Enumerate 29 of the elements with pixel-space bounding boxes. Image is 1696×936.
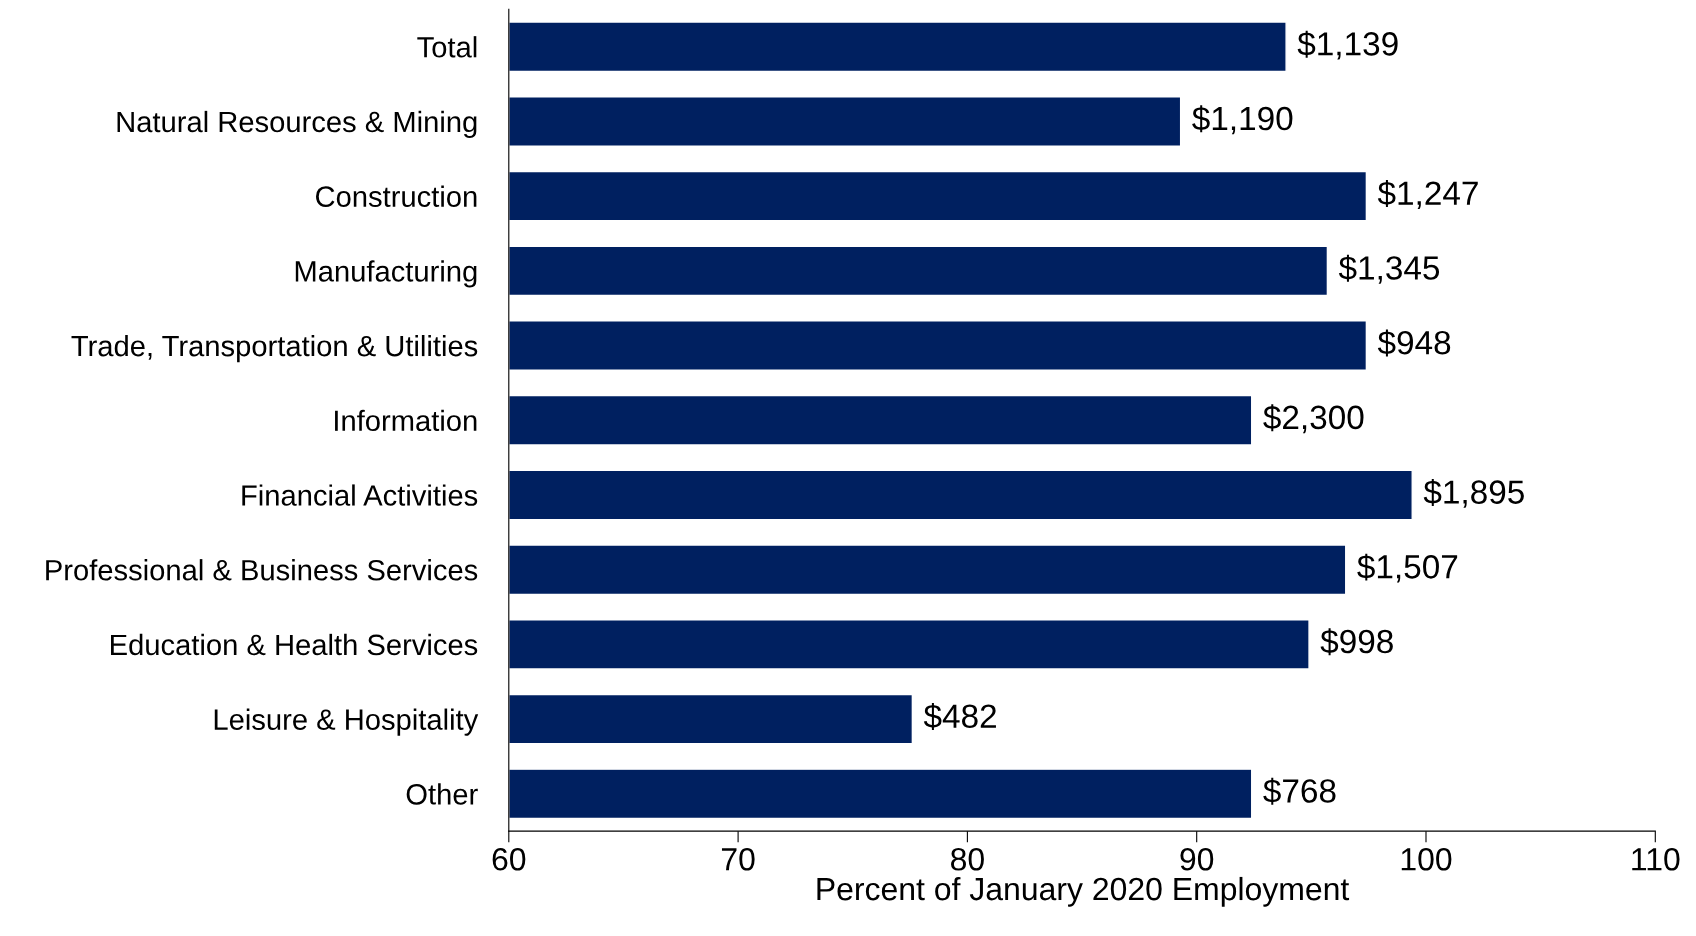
annotation: $998 (1320, 628, 1393, 656)
annotation: $768 (1263, 777, 1336, 805)
y-tick-label: Total (417, 36, 477, 58)
annotation: $1,345 (1338, 254, 1440, 284)
annotation: $1,139 (1297, 30, 1398, 60)
x-tick-label: 110 (1632, 847, 1680, 871)
annotation: $482 (923, 703, 996, 731)
annotation: $1,247 (1377, 180, 1478, 210)
x-tick-label: 90 (1180, 847, 1214, 871)
annotation: $1,895 (1423, 478, 1524, 508)
x-tick-label: 100 (1401, 847, 1452, 871)
y-tick-label: Construction (316, 185, 477, 207)
x-tick-label: 70 (721, 847, 755, 871)
x-tick-label: 80 (951, 847, 984, 871)
x-axis-title: Percent of January 2020 Employment (817, 876, 1350, 907)
y-tick-label: Manufacturing (295, 260, 477, 288)
y-tick-label: Leisure & Hospitality (214, 708, 479, 736)
annotation: $2,300 (1263, 404, 1364, 434)
annotation: $1,190 (1192, 105, 1293, 135)
y-tick-label: Education & Health Services (111, 633, 478, 656)
y-tick-label: Information (335, 409, 477, 432)
annotation: $948 (1377, 329, 1451, 357)
annotation: $1,507 (1357, 553, 1458, 583)
y-tick-label: Other (406, 783, 478, 805)
y-tick-label: Professional & Business Services (46, 559, 478, 581)
x-tick-label: 60 (492, 847, 526, 871)
y-tick-label: Financial Activities (242, 484, 478, 506)
y-tick-label: Trade, Transportation & Utilities (71, 334, 478, 363)
y-tick-label: Natural Resources & Mining (117, 110, 477, 139)
